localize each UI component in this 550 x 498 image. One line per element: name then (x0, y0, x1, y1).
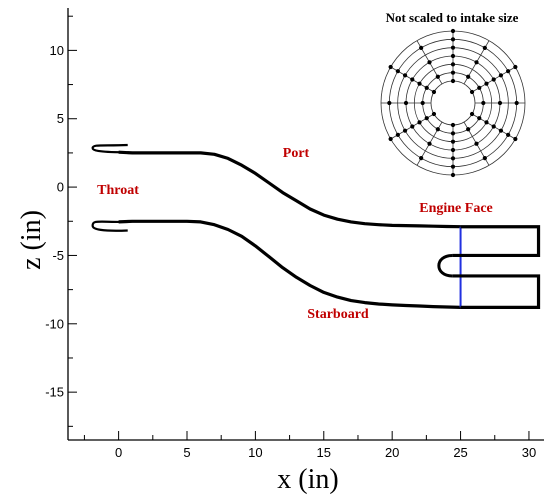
rake-grid-inset (380, 28, 526, 178)
inset-probe (466, 74, 471, 79)
inset-probe (497, 100, 503, 106)
inset-probe (450, 53, 456, 59)
inset-probe (481, 100, 486, 106)
y-axis-title: z (in) (16, 210, 47, 270)
inset-probe (450, 78, 456, 84)
x-tick-label: 20 (385, 445, 399, 460)
inset-probe (474, 141, 479, 146)
port-wall (118, 150, 461, 229)
inset-probe (424, 116, 429, 121)
x-tick-label: 10 (248, 445, 262, 460)
inset-probe (395, 69, 400, 74)
inset-probe (427, 60, 432, 65)
x-axis-title: x (in) (277, 464, 338, 495)
inset-probe (469, 89, 475, 95)
inset-probe (431, 89, 437, 95)
inset-title: Not scaled to intake size (386, 10, 519, 25)
inset-probe (431, 111, 437, 117)
y-tick-label: -5 (52, 248, 64, 263)
inset-probe (427, 141, 432, 146)
y-tick-label: -10 (45, 316, 64, 331)
inset-probe (419, 156, 424, 161)
inset-probe (450, 28, 456, 34)
label-engine-face: Engine Face (419, 201, 493, 216)
inset-probe (450, 70, 456, 75)
y-tick-label: 10 (50, 43, 64, 58)
inset-probe (424, 85, 429, 90)
inset-probe (450, 122, 456, 128)
center-body-nose (437, 253, 453, 278)
starboard-wall (118, 219, 461, 309)
inset-probe (506, 132, 511, 137)
inset-probe (477, 85, 482, 90)
inset-probe (498, 128, 504, 133)
inset-probe (450, 172, 456, 178)
label-port: Port (283, 146, 310, 161)
inset-probe (403, 100, 409, 106)
inset-probe (417, 120, 422, 125)
inset-probe (498, 73, 504, 78)
inset-probe (491, 124, 496, 129)
inset-probe (450, 37, 456, 42)
inset-probe (420, 100, 425, 106)
x-tick-label: 30 (522, 445, 536, 460)
inset-probe (387, 100, 392, 106)
label-starboard: Starboard (307, 307, 369, 322)
inset-probe (402, 128, 408, 133)
inset-ring (430, 80, 476, 126)
inset-probe (435, 127, 440, 132)
inset-probe (388, 136, 393, 142)
inset-probe (388, 64, 393, 70)
x-tick-label: 15 (317, 445, 331, 460)
inset-probe (482, 45, 487, 50)
inset-probe (435, 74, 440, 79)
inset-probe (450, 131, 456, 136)
inset-probe (410, 77, 415, 82)
inset-probe (514, 100, 519, 106)
inset-probe (484, 120, 489, 125)
upper-aft-duct (452, 225, 541, 258)
x-tick-label: 25 (453, 445, 467, 460)
inset-probe (402, 73, 408, 78)
inset-probe (469, 111, 475, 117)
inset-probe (506, 69, 511, 74)
inset-probe (491, 77, 496, 82)
x-tick-label: 0 (115, 445, 122, 460)
starboard-lip (91, 220, 128, 232)
y-tick-label: 0 (57, 180, 64, 195)
inset-probe (513, 136, 518, 142)
inset-probe (484, 81, 489, 86)
port-lip (91, 143, 128, 154)
inset-probe (417, 81, 422, 86)
lower-aft-duct (452, 274, 541, 309)
inset-probe (395, 132, 400, 137)
inset-probe (450, 139, 456, 144)
inset-probe (477, 116, 482, 121)
x-tick-label: 5 (183, 445, 190, 460)
inset-probe (450, 156, 456, 161)
plot-frame (67, 8, 544, 441)
duct-geometry (91, 143, 541, 309)
y-tick-label: 5 (57, 111, 64, 126)
inset-probe (410, 124, 415, 129)
inset-probe (466, 127, 471, 132)
inset-probe (450, 147, 456, 153)
inset-probe (450, 45, 456, 50)
inset-probe (450, 164, 456, 169)
axis-ticks: 0 5 10 15 20 25 30 -15 -10 -5 0 5 10 (45, 15, 536, 460)
inset-probe (419, 45, 424, 50)
inset-probe (513, 64, 518, 70)
inset-probe (474, 60, 479, 65)
inset-probe (450, 62, 456, 67)
label-throat: Throat (97, 183, 139, 198)
inset-probe (482, 156, 487, 161)
y-tick-label: -15 (45, 385, 64, 400)
